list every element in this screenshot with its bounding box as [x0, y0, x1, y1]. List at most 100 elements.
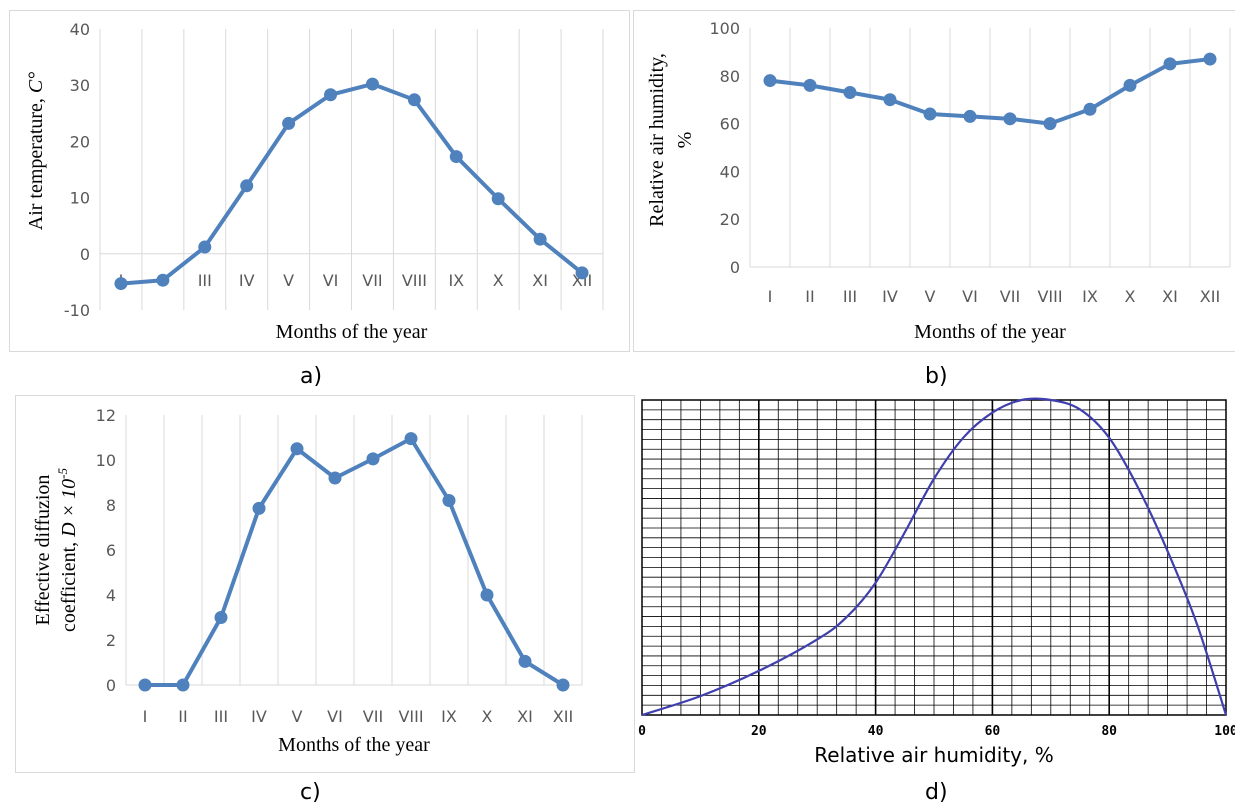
data-point — [763, 74, 777, 88]
x-axis-label: Months of the year — [276, 321, 428, 343]
data-point — [407, 93, 421, 107]
x-tick-label: VI — [323, 271, 339, 290]
x-tick-label: 0 — [638, 724, 646, 739]
data-point — [240, 179, 254, 193]
caption-c: c) — [300, 780, 321, 805]
x-tick-label: III — [214, 707, 228, 726]
data-point — [1083, 102, 1097, 116]
data-point — [883, 93, 897, 107]
y-axis-label-line2: coefficient, D × 10-5 — [55, 468, 80, 632]
data-point — [252, 501, 266, 515]
y-tick-label: 60 — [720, 115, 740, 134]
data-point — [449, 150, 463, 164]
x-tick-label: IV — [882, 287, 898, 306]
x-tick-label: V — [925, 287, 936, 306]
x-tick-label: IV — [239, 271, 255, 290]
x-tick-label: XII — [553, 707, 573, 726]
x-tick-label: 60 — [985, 724, 1001, 739]
data-point — [176, 678, 190, 692]
x-tick-label: VIII — [398, 707, 423, 726]
data-point — [324, 88, 338, 102]
chart-c: 0 2 4 6 8 10 12 I II III IV V VI VII VIII IX X XI XII Month… — [0, 390, 640, 780]
chart-a-frame — [9, 10, 630, 352]
chart-a: -10010203040IIIIIIIVVVIVIIVIIIIXXXIXIIMo… — [0, 0, 640, 360]
chart-d-svg: 0 20 40 60 80 100 Relative air humidity, % — [638, 397, 1235, 767]
x-tick-label: VII — [362, 271, 382, 290]
x-tick-label: VIII — [1037, 287, 1062, 306]
x-axis-label: Relative air humidity, % — [814, 743, 1053, 767]
data-point — [328, 471, 342, 485]
y-tick-label: 80 — [720, 67, 740, 86]
y-axis-label-exponent: -5 — [55, 468, 70, 479]
chart-c-frame — [15, 395, 635, 773]
data-point — [480, 588, 494, 602]
data-point — [533, 232, 547, 246]
x-axis-label: Months of the year — [914, 321, 1066, 343]
series-line — [145, 436, 565, 687]
data-point — [803, 78, 817, 92]
y-tick-label: -10 — [64, 301, 90, 320]
x-tick-label: II — [805, 287, 814, 306]
data-point — [214, 611, 228, 624]
x-tick-label: 20 — [751, 724, 767, 739]
chart-b-frame — [633, 10, 1235, 352]
y-axis-label: Effective diffuzion — [32, 475, 54, 626]
y-tick-label: 8 — [106, 496, 116, 515]
data-point — [1203, 52, 1217, 66]
y-tick-label: 100 — [709, 19, 740, 38]
data-point — [1043, 117, 1057, 131]
y-axis-label: Air temperature, C° — [25, 72, 47, 231]
x-tick-label: IX — [1082, 287, 1098, 306]
data-point — [963, 109, 977, 123]
data-point — [1123, 78, 1137, 92]
x-tick-label: XI — [1162, 287, 1178, 306]
caption-d: d) — [925, 780, 948, 805]
data-point — [518, 654, 532, 668]
data-point — [282, 116, 296, 130]
y-axis-label: Relative air humidity, — [646, 53, 668, 227]
x-tick-label: IX — [448, 271, 464, 290]
data-point — [843, 86, 857, 100]
data-point — [365, 77, 379, 91]
data-point — [442, 494, 456, 507]
y-tick-label: 0 — [730, 258, 740, 277]
chart-d: 0 20 40 60 80 100 Relative air humidity, % — [630, 390, 1235, 780]
x-tick-label: XI — [517, 707, 533, 726]
x-tick-label: 40 — [868, 724, 884, 739]
data-point — [198, 240, 212, 254]
chart-a-svg: -10010203040IIIIIIIVVVIVIIVIIIIXXXIXIIMo… — [25, 20, 604, 343]
x-tick-label: V — [283, 271, 294, 290]
x-tick-label: X — [482, 707, 493, 726]
x-tick-label: VIII — [402, 271, 427, 290]
data-point — [1003, 112, 1017, 126]
data-point — [491, 192, 505, 206]
data-point — [575, 266, 589, 280]
x-tick-label: VII — [1000, 287, 1020, 306]
x-tick-label: VI — [962, 287, 978, 306]
y-tick-label: 10 — [96, 451, 116, 470]
x-tick-label: 80 — [1101, 724, 1117, 739]
data-point — [1163, 57, 1177, 71]
x-tick-label: II — [178, 707, 187, 726]
x-tick-label: 100 — [1214, 724, 1235, 739]
y-tick-label: 40 — [720, 162, 740, 181]
y-tick-label: 4 — [106, 586, 116, 605]
y-axis-label-symbol: D × 10 — [58, 479, 80, 538]
y-tick-label: 40 — [70, 20, 90, 39]
caption-a: a) — [300, 364, 323, 389]
y-tick-label: 2 — [106, 631, 116, 650]
data-point — [156, 273, 170, 287]
x-tick-label: VII — [363, 707, 383, 726]
x-tick-label: I — [143, 707, 148, 726]
x-tick-label: IX — [441, 707, 457, 726]
y-tick-label: 20 — [720, 210, 740, 229]
y-tick-label: 30 — [70, 76, 90, 95]
y-axis-label-text: coefficient, — [58, 537, 80, 632]
series-line — [769, 57, 1211, 126]
y-tick-label: 6 — [106, 541, 116, 560]
data-point — [138, 678, 152, 692]
y-tick-label: 12 — [96, 406, 116, 425]
data-point — [366, 452, 380, 466]
y-tick-label: 20 — [70, 132, 90, 151]
